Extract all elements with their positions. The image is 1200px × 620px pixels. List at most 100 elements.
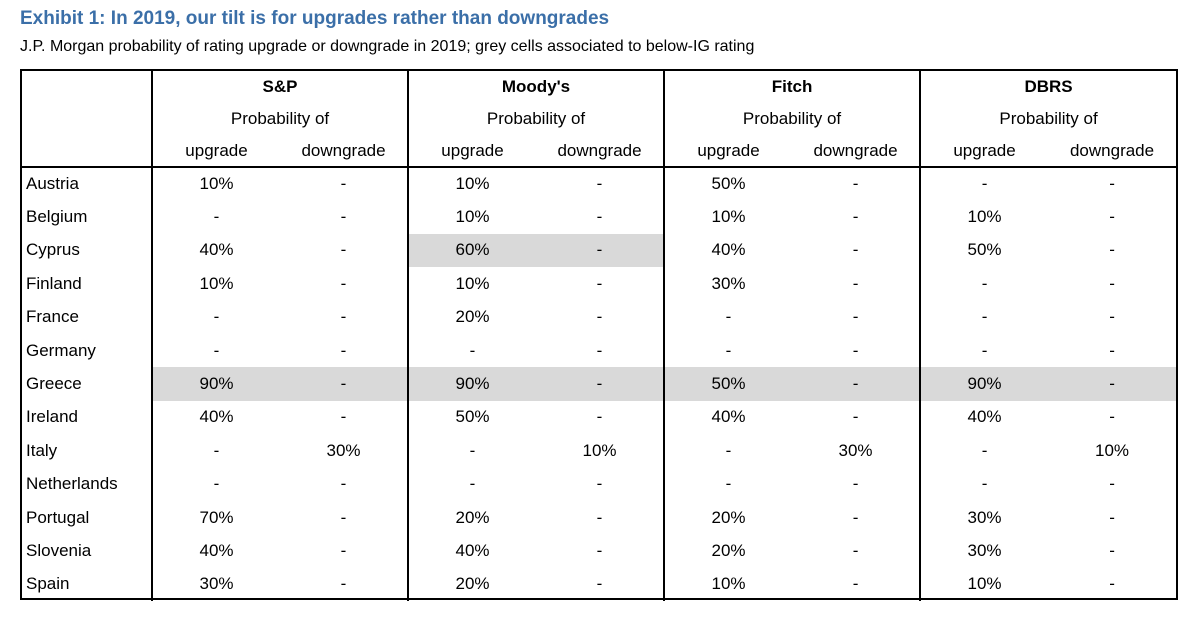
table-row: Finland 10% - 10% - 30% - - - [22,267,1176,301]
downgrade-probability-cell: - [1109,207,1115,227]
table-row: Portugal 70% - 20% - 20% - 30% - [22,500,1176,535]
downgrade-probability-cell: - [1048,367,1177,401]
downgrade-probability-cell: - [596,174,603,194]
downgrade-header: downgrade [280,135,408,168]
downgrade-probability-cell: - [852,507,859,527]
downgrade-probability-cell: - [280,367,408,401]
upgrade-probability-cell: 40% [151,233,280,268]
upgrade-probability-cell: 20% [663,500,793,535]
country-cell: Greece [26,374,82,394]
downgrade-probability-cell: - [340,174,347,194]
upgrade-probability-cell: 60% [407,233,536,268]
table-row: Austria 10% - 10% - 50% - - - [22,167,1176,201]
upgrade-probability-cell: 10% [919,567,1049,602]
downgrade-probability-cell: - [596,340,603,360]
country-cell: Slovenia [26,540,92,560]
upgrade-probability-cell: 10% [407,200,536,234]
downgrade-probability-cell: - [596,540,603,560]
upgrade-probability-cell: - [663,434,793,468]
probability-of-label: Probability of [406,103,665,135]
exhibit-title: Exhibit 1: In 2019, our tilt is for upgr… [20,8,610,29]
downgrade-probability-cell: - [596,574,603,594]
table-row: France - - 20% - - - - - [22,300,1176,334]
table-row: Spain 30% - 20% - 10% - 10% - [22,567,1176,602]
upgrade-probability-cell: - [919,167,1049,201]
downgrade-probability-cell: - [340,407,347,427]
downgrade-probability-cell: - [792,367,921,401]
upgrade-probability-cell: - [407,467,536,501]
country-cell: Belgium [26,207,88,227]
upgrade-probability-cell: 40% [919,400,1049,435]
country-cell: Germany [26,340,96,360]
country-cell: France [26,307,79,327]
downgrade-probability-cell: - [1109,340,1115,360]
downgrade-probability-cell: - [536,367,665,401]
upgrade-probability-cell: 30% [151,567,280,602]
table-row: Germany - - - - - - - - [22,333,1176,368]
upgrade-probability-cell: - [151,467,280,501]
country-cell: Austria [26,174,79,194]
downgrade-probability-cell: - [340,540,347,560]
upgrade-probability-cell: 40% [151,400,280,435]
upgrade-probability-cell: 30% [919,534,1049,568]
probability-of-label: Probability of [151,103,408,135]
corner-cell [22,71,152,103]
downgrade-probability-cell: - [1109,273,1115,293]
table-row: Italy - 30% - 10% - 30% - 10% [22,434,1176,468]
downgrade-probability-cell: - [1109,540,1115,560]
downgrade-probability-cell: - [852,340,859,360]
country-cell: Italy [26,440,58,460]
agency-header-fitch: Fitch [663,71,921,103]
downgrade-probability-cell: 10% [1095,440,1130,460]
upgrade-probability-cell: 40% [663,233,793,268]
table-row: Slovenia 40% - 40% - 20% - 30% - [22,534,1176,568]
upgrade-probability-cell: - [919,300,1049,334]
upgrade-header: upgrade [407,135,536,168]
upgrade-probability-cell: 40% [407,534,536,568]
downgrade-probability-cell: - [852,207,859,227]
upgrade-probability-cell: 10% [407,167,536,201]
downgrade-header: downgrade [536,135,665,168]
upgrade-probability-cell: - [919,467,1049,501]
table-body: Austria 10% -10% -50% - - - Belgium - -10% -10% -10… [22,167,1177,602]
downgrade-probability-cell: - [852,273,859,293]
downgrade-probability-cell: - [340,574,347,594]
downgrade-probability-cell: - [852,474,859,494]
probability-table: S&P Moody's Fitch DBRS Probability of Pr… [22,71,1177,602]
downgrade-probability-cell: - [340,240,347,260]
upgrade-probability-cell: - [151,300,280,334]
downgrade-probability-cell: - [1109,407,1115,427]
downgrade-probability-cell: - [596,407,603,427]
downgrade-probability-cell: - [852,407,859,427]
country-cell: Spain [26,574,70,594]
upgrade-probability-cell: 40% [663,400,793,435]
country-cell: Finland [26,273,82,293]
upgrade-probability-cell: - [663,333,793,368]
upgrade-probability-cell: 20% [407,500,536,535]
downgrade-probability-cell: - [852,240,859,260]
probability-of-label: Probability of [919,103,1177,135]
upgrade-probability-cell: - [919,333,1049,368]
downgrade-probability-cell: - [340,474,347,494]
downgrade-probability-cell: - [596,273,603,293]
downgrade-probability-cell: - [340,207,347,227]
upgrade-probability-cell: 50% [919,233,1049,268]
table-row: Belgium - - 10% - 10% - 10% - [22,200,1176,234]
downgrade-probability-cell: - [852,574,859,594]
upgrade-header: upgrade [919,135,1049,168]
downgrade-probability-cell: - [1109,240,1115,260]
upgrade-probability-cell: 10% [663,200,793,234]
upgrade-probability-cell: - [407,333,536,368]
country-cell: Netherlands [26,474,118,494]
upgrade-probability-cell: 30% [919,500,1049,535]
upgrade-probability-cell: - [151,333,280,368]
table-row: Netherlands - - - - - - - - [22,467,1176,501]
upgrade-probability-cell: 20% [407,567,536,602]
upgrade-probability-cell: 50% [663,367,793,401]
country-cell: Cyprus [26,240,80,260]
downgrade-probability-cell: - [340,307,347,327]
upgrade-probability-cell: 50% [407,400,536,435]
probability-of-label: Probability of [663,103,921,135]
upgrade-probability-cell: - [151,434,280,468]
table-row: Ireland 40% - 50% - 40% - 40% - [22,400,1176,435]
